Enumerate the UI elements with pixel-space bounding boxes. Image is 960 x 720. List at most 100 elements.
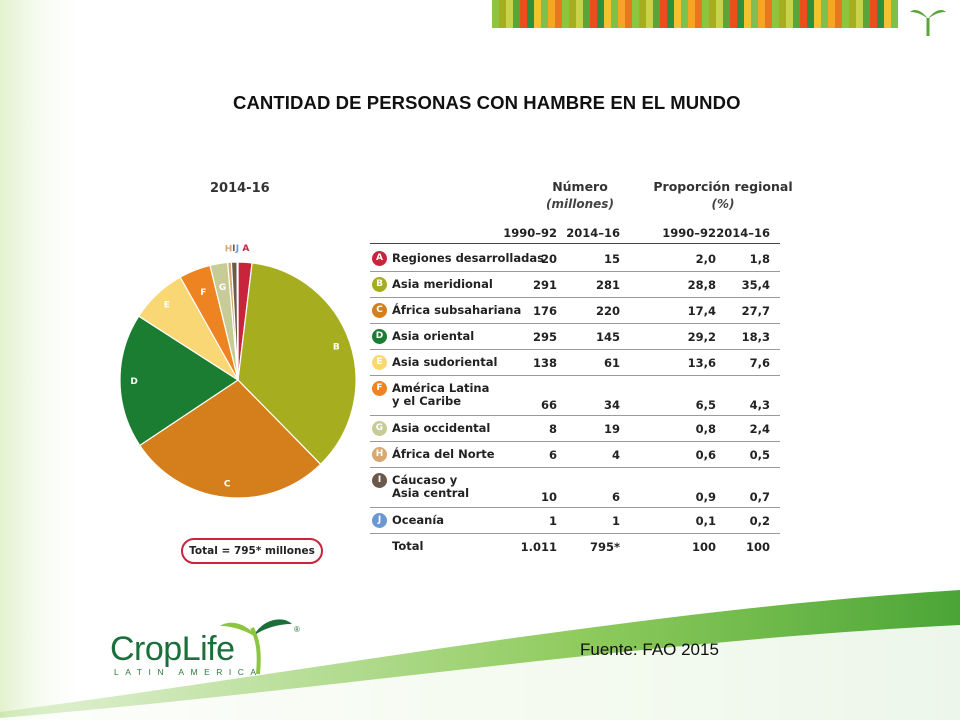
region-name: Cáucaso y Asia central (392, 473, 470, 500)
stripe-segment (520, 0, 527, 28)
hunger-data-table: A Regiones desarrolladas 20 15 2,0 1,8 B Asia m… (370, 246, 780, 560)
table-row: I Cáucaso y Asia central 10 6 0,9 0,7 (370, 468, 780, 508)
cell-n2014: 145 (595, 330, 620, 344)
cell-n2014: 1 (611, 514, 620, 528)
header-proporcion-unit: (%) (711, 197, 735, 211)
table-row: J Oceanía 1 1 0,1 0,2 (370, 508, 780, 534)
cell-n1990: 291 (532, 278, 557, 292)
pie-chart-title: 2014-16 (210, 181, 270, 196)
cell-n2014: 19 (603, 422, 620, 436)
stripe-segment (618, 0, 625, 28)
cell-p2014: 0,7 (749, 490, 770, 504)
stripe-segment (695, 0, 702, 28)
table-row: A Regiones desarrolladas 20 15 2,0 1,8 (370, 246, 780, 272)
stripe-segment (632, 0, 639, 28)
cell-p2014: 0,2 (749, 514, 770, 528)
pie-slice-b (237, 262, 357, 466)
pie-label-d: D (130, 377, 137, 387)
stripe-segment (723, 0, 730, 28)
pie-slice-c (138, 379, 322, 499)
cell-p2014: 7,6 (749, 356, 770, 370)
region-name: Asia meridional (392, 277, 493, 291)
croplife-leaf-logo-icon: ® (220, 619, 300, 675)
cell-p1990: 28,8 (687, 278, 716, 292)
table-row: G Asia occidental 8 19 0,8 2,4 (370, 416, 780, 442)
cell-n1990: 1.011 (520, 540, 557, 554)
cell-n1990: 8 (548, 422, 557, 436)
cell-n2014: 795* (589, 540, 620, 554)
pie-label-f: F (200, 288, 206, 298)
table-row: C África subsahariana 176 220 17,4 27,7 (370, 298, 780, 324)
stripe-segment (765, 0, 772, 28)
region-badge-g: G (372, 421, 387, 436)
region-name: Regiones desarrolladas (392, 251, 544, 265)
cell-n2014: 281 (595, 278, 620, 292)
cell-n2014: 34 (603, 398, 620, 412)
table-row: H África del Norte 6 4 0,6 0,5 (370, 442, 780, 468)
stripe-segment (499, 0, 506, 28)
table-row: D Asia oriental 295 145 29,2 18,3 (370, 324, 780, 350)
stripe-segment (597, 0, 604, 28)
header-numero-unit: (millones) (546, 197, 614, 211)
stripe-segment (492, 0, 499, 28)
source-note: Fuente: FAO 2015 (580, 640, 719, 659)
region-name: Oceanía (392, 513, 445, 527)
region-badge-h: H (372, 447, 387, 462)
cell-p2014: 1,8 (749, 252, 770, 266)
stripe-segment (548, 0, 555, 28)
region-badge-i: I (372, 473, 387, 488)
stripe-segment (758, 0, 765, 28)
cell-n1990: 10 (540, 490, 557, 504)
region-badge-j: J (372, 513, 387, 528)
sprout-icon (910, 10, 946, 36)
stripe-segment (870, 0, 877, 28)
slide-title: CANTIDAD DE PERSONAS CON HAMBRE EN EL MU… (233, 92, 741, 113)
year-header: 2014–16 (566, 226, 620, 240)
cell-p2014: 100 (745, 540, 770, 554)
pie-label-j: J (235, 244, 239, 254)
cell-n2014: 61 (603, 356, 620, 370)
pie-label-h: H (225, 244, 233, 254)
brand-name: CropLife (110, 630, 235, 668)
stripe-segment (639, 0, 646, 28)
stripe-segment (842, 0, 849, 28)
cell-n1990: 20 (540, 252, 557, 266)
stripe-segment (849, 0, 856, 28)
stripe-segment (625, 0, 632, 28)
year-header-row: 1990–92 2014–16 1990–92 2014–16 (370, 224, 780, 244)
pie-label-e: E (164, 300, 170, 310)
cell-p1990: 17,4 (687, 304, 716, 318)
stripe-segment (660, 0, 667, 28)
stripe-segment (828, 0, 835, 28)
cell-n1990: 6 (548, 448, 557, 462)
decorative-color-stripe (492, 0, 898, 28)
cell-p2014: 27,7 (741, 304, 770, 318)
cell-n2014: 6 (611, 490, 620, 504)
table-row: E Asia sudoriental 138 61 13,6 7,6 (370, 350, 780, 376)
pie-slice-j (236, 261, 239, 381)
cell-p1990: 100 (691, 540, 716, 554)
stripe-segment (527, 0, 534, 28)
stripe-segment (814, 0, 821, 28)
stripe-segment (779, 0, 786, 28)
cell-p2014: 18,3 (741, 330, 770, 344)
cell-p2014: 2,4 (749, 422, 770, 436)
table-row: B Asia meridional 291 281 28,8 35,4 (370, 272, 780, 298)
cell-n1990: 295 (532, 330, 557, 344)
stripe-segment (611, 0, 618, 28)
pie-chart: A B C D E F G H I J (119, 244, 357, 499)
cell-n2014: 220 (595, 304, 620, 318)
cell-p2014: 4,3 (749, 398, 770, 412)
stripe-segment (716, 0, 723, 28)
table-total-row: Total 1.011 795* 100 100 (370, 534, 780, 560)
pie-label-g: G (219, 283, 226, 293)
stripe-segment (884, 0, 891, 28)
region-badge-c: C (372, 303, 387, 318)
region-badge-d: D (372, 329, 387, 344)
region-badge-b: B (372, 277, 387, 292)
stripe-segment (709, 0, 716, 28)
stripe-segment (807, 0, 814, 28)
region-name: Asia sudoriental (392, 355, 498, 369)
total-badge: Total = 795* millones (181, 538, 323, 564)
stripe-segment (590, 0, 597, 28)
